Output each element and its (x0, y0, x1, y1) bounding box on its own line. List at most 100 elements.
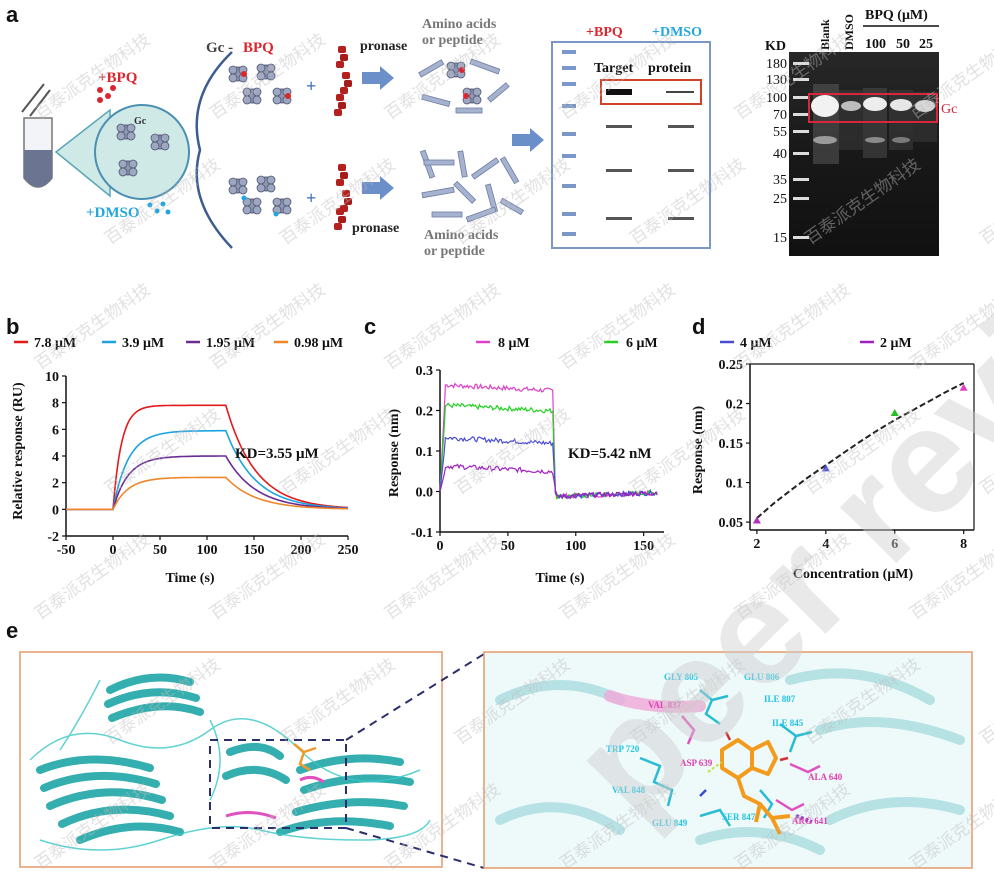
chart-c-y-tick-label: 0.0 (416, 486, 434, 501)
amino-top-line1: Amino acids (422, 17, 497, 32)
bpq-header: BPQ (μM) (865, 8, 928, 23)
gc-band-label: Gc (941, 102, 957, 117)
lane-100: 100 (865, 37, 886, 52)
plus-sign-top: + (306, 76, 316, 96)
chart-d-point (752, 516, 761, 524)
chart-c-y-tick-label: 0.3 (416, 364, 434, 379)
chart-b-x-tick-label: 100 (197, 543, 218, 558)
residue-ala640: ALA 640 (808, 772, 843, 782)
chart-c-kd-annotation: KD=5.42 nM (568, 446, 652, 462)
chart-d-y-tick-label: 0.05 (719, 516, 744, 531)
chart-c-y-tick-label: -0.1 (411, 526, 433, 541)
chart-d-xlabel: Concentration (μM) (793, 567, 914, 582)
chart-c-y-tick-label: 0.2 (416, 405, 434, 420)
chart-b-y-tick-label: -2 (47, 530, 59, 545)
chart-b-y-tick-label: 2 (52, 477, 59, 492)
chart-b-ylabel: Relative response (RU) (11, 382, 26, 520)
residue-arg641: ARG 641 (792, 816, 828, 826)
panel-a-letter: a (6, 2, 19, 27)
chart-b-x-tick-label: -50 (57, 543, 76, 558)
chart-c-series-line (439, 436, 658, 500)
chart-c: 8 μM 6 μM 0 50 100 150 -0.1 0.0 0.1 0.2 0.3 KD=5.… (387, 336, 664, 586)
lane-25: 25 (919, 37, 933, 52)
bpq-dots-icon (97, 85, 116, 103)
chart-b-legend-label: 0.98 μM (294, 336, 343, 351)
pronase-label-top: pronase (360, 39, 407, 54)
tube-icon (21, 83, 53, 188)
chart-b-x-tick-label: 0 (110, 543, 117, 558)
panel-b-letter: b (6, 314, 20, 339)
gel-plus-bpq: +BPQ (586, 25, 623, 40)
chart-c-x-tick-label: 50 (501, 539, 515, 554)
chart-b-legend-label: 3.9 μM (122, 336, 164, 351)
schematic-diagram: +BPQ +DMSO Gc Gc - BPQ + + pronase prona… (21, 17, 711, 259)
chart-d-point (959, 383, 968, 391)
kd-label: KD (765, 39, 786, 54)
chart-c-xlabel: Time (s) (535, 571, 584, 586)
chart-b-x-tick-label: 250 (338, 543, 359, 558)
flow-arrows (362, 66, 544, 200)
western-blot: KD Blank DMSO BPQ (μM) 100 50 25 180 130… (765, 8, 957, 256)
chart-b-x-tick-label: 200 (291, 543, 312, 558)
chart-c-legend-label: 6 μM (626, 336, 658, 351)
chart-c-x-tick-label: 100 (565, 539, 586, 554)
chart-b-series-line (66, 476, 349, 511)
gel-plus-dmso: +DMSO (652, 25, 702, 40)
residue-ile807: ILE 807 (764, 694, 796, 704)
chart-d-legend-label: 2 μM (880, 336, 912, 351)
marker-15: 15 (773, 231, 787, 246)
marker-55: 55 (773, 125, 787, 140)
marker-100: 100 (766, 91, 787, 106)
pronase-label-bottom: pronase (352, 221, 399, 236)
lane-50: 50 (896, 37, 910, 52)
chart-b: 7.8 μM 3.9 μM 1.95 μM 0.98 μM -50 0 50 100 150 2… (11, 336, 359, 586)
chart-b-series-line (66, 429, 349, 511)
chart-c-y-tick-label: 0.1 (416, 445, 434, 460)
chart-d-x-tick-label: 8 (960, 537, 967, 552)
chart-c-x-tick-label: 0 (437, 539, 444, 554)
chart-d-ylabel: Response (nm) (691, 406, 706, 495)
dmso-dots-icon (147, 201, 171, 215)
panel-d-letter: d (692, 314, 706, 339)
amino-top-line2: or peptide (422, 33, 483, 48)
chart-c-ylabel: Response (nm) (387, 409, 402, 498)
chart-b-y-tick-label: 8 (52, 397, 59, 412)
residue-trp720: TRP 720 (606, 744, 640, 754)
residue-asp639: ASP 639 (680, 758, 713, 768)
gel-target-label: Target (594, 61, 633, 76)
plus-bpq-label: +BPQ (98, 70, 138, 86)
panel-e-letter: e (6, 618, 19, 643)
chart-d-y-tick-label: 0.1 (726, 477, 744, 492)
marker-180: 180 (766, 57, 787, 72)
chart-d-x-tick-label: 4 (822, 537, 829, 552)
residue-val837: VAL 837 (648, 700, 682, 710)
chart-b-y-tick-label: 0 (52, 503, 59, 518)
residue-glu806: GLU 806 (744, 672, 780, 682)
amino-bottom-line2: or peptide (424, 244, 485, 259)
chart-b-x-tick-label: 150 (244, 543, 265, 558)
chart-c-x-tick-label: 150 (633, 539, 654, 554)
chart-c-legend-label: 8 μM (498, 336, 530, 351)
target-box (600, 79, 702, 105)
gel-protein-label: protein (648, 61, 692, 76)
residue-ser847: SER 847 (722, 812, 756, 822)
chart-b-x-tick-label: 50 (153, 543, 167, 558)
lane-dmso: DMSO (842, 14, 856, 50)
gc-band-box (808, 93, 938, 123)
chart-d-x-tick-label: 2 (753, 537, 760, 552)
chart-d-fit-line (756, 382, 965, 519)
gc-bpq-prefix: Gc - (206, 40, 233, 56)
structure-panel: GLY 805 GLU 806 ILE 807 VAL 837 ILE 845 … (19, 651, 973, 869)
chart-b-y-tick-label: 4 (52, 450, 59, 465)
plus-dmso-label: +DMSO (86, 205, 140, 221)
marker-70: 70 (773, 108, 787, 123)
residue-gly805: GLY 805 (664, 672, 699, 682)
residue-ile845: ILE 845 (772, 718, 804, 728)
chart-d-point (890, 409, 899, 417)
residue-val848: VAL 848 (612, 785, 646, 795)
marker-40: 40 (773, 147, 787, 162)
chart-b-legend-label: 7.8 μM (34, 336, 76, 351)
chart-b-y-tick-label: 10 (45, 370, 59, 385)
lane-blank: Blank (818, 19, 832, 50)
chart-b-y-tick-label: 6 (52, 423, 59, 438)
